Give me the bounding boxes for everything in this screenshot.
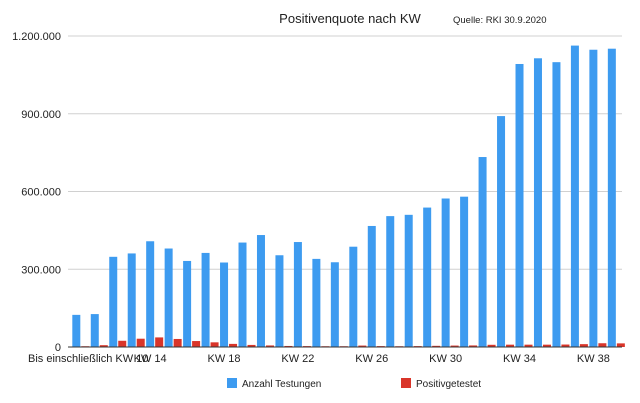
- bar-testungen: [533, 58, 542, 348]
- bar-testungen: [109, 256, 118, 347]
- bar-positivgetestet: [136, 338, 145, 347]
- y-tick-label: 1.200.000: [12, 31, 61, 43]
- y-tick-label: 300.000: [21, 264, 61, 276]
- bar-testungen: [256, 235, 265, 347]
- chart-source: Quelle: RKI 30.9.2020: [453, 15, 546, 26]
- bar-testungen: [238, 242, 247, 347]
- bar-testungen: [312, 258, 321, 347]
- x-tick-label: KW 18: [208, 353, 241, 365]
- x-tick-label: KW 34: [503, 353, 536, 365]
- bar-testungen: [72, 314, 81, 347]
- bar-testungen: [589, 49, 598, 347]
- y-axis-ticks: 0 300.000 600.000 900.000 1.200.000: [12, 31, 61, 354]
- bar-positivgetestet: [524, 344, 533, 347]
- bar-positivgetestet: [210, 342, 219, 347]
- chart-title: Positivenquote nach KW: [279, 11, 421, 26]
- bar-positivgetestet: [229, 343, 238, 347]
- bar-positivgetestet: [506, 344, 515, 347]
- bar-testungen: [515, 63, 524, 348]
- bar-testungen: [183, 260, 192, 347]
- bar-testungen: [552, 62, 561, 347]
- bar-positivgetestet: [432, 345, 441, 347]
- y-tick-label: 600.000: [21, 187, 61, 199]
- bar-positivgetestet: [450, 345, 459, 347]
- bar-positivgetestet: [469, 345, 478, 347]
- y-tick-label: 900.000: [21, 109, 61, 121]
- bar-testungen: [146, 241, 155, 347]
- bar-testungen: [220, 262, 229, 347]
- bar-testungen: [349, 246, 358, 347]
- bar-positivgetestet: [173, 338, 182, 347]
- bar-testungen: [275, 255, 284, 347]
- x-tick-label: Bis einschließlich KW 10: [28, 353, 148, 365]
- bar-positivgetestet: [247, 344, 256, 347]
- bar-testungen: [441, 198, 450, 347]
- bar-testungen: [386, 216, 395, 347]
- bar-testungen: [293, 242, 302, 347]
- bar-positivgetestet: [358, 345, 367, 347]
- bar-testungen: [330, 262, 339, 347]
- bar-testungen: [478, 157, 487, 347]
- bar-positivgetestet: [542, 344, 551, 347]
- y-tick-label: 0: [55, 342, 61, 354]
- gridlines: [68, 35, 622, 270]
- x-tick-label: KW 14: [134, 353, 167, 365]
- bar-positivgetestet: [265, 345, 274, 347]
- x-tick-label: KW 22: [281, 353, 314, 365]
- bar-positivgetestet: [487, 344, 496, 347]
- bar-positivgetestet: [616, 343, 625, 347]
- legend-swatch-positiv: [401, 378, 411, 388]
- bar-positivgetestet: [579, 344, 588, 347]
- bar-positivgetestet: [598, 343, 607, 347]
- bar-testungen: [367, 225, 376, 347]
- bar-positivgetestet: [155, 337, 164, 347]
- legend-swatch-testungen: [227, 378, 237, 388]
- legend-label-testungen: Anzahl Testungen: [242, 379, 321, 390]
- bar-positivgetestet: [99, 345, 108, 347]
- x-tick-label: KW 38: [577, 353, 610, 365]
- bar-testungen: [460, 196, 469, 347]
- legend: Anzahl Testungen Positivgetestet: [227, 378, 481, 390]
- bar-testungen: [404, 214, 413, 347]
- bar-positivgetestet: [561, 344, 570, 347]
- bar-testungen: [497, 116, 506, 348]
- bar-testungen: [570, 45, 579, 347]
- x-tick-label: KW 30: [429, 353, 462, 365]
- bar-testungen: [164, 248, 173, 347]
- bars: [72, 45, 625, 348]
- bar-positivgetestet: [192, 341, 201, 347]
- bar-testungen: [90, 314, 99, 347]
- bar-positivgetestet: [284, 345, 293, 347]
- bar-testungen: [127, 253, 136, 347]
- legend-label-positiv: Positivgetestet: [416, 379, 481, 390]
- bar-testungen: [607, 48, 616, 348]
- bar-testungen: [201, 252, 210, 347]
- bar-positivgetestet: [118, 340, 127, 347]
- x-tick-label: KW 26: [355, 353, 388, 365]
- bar-testungen: [423, 207, 432, 347]
